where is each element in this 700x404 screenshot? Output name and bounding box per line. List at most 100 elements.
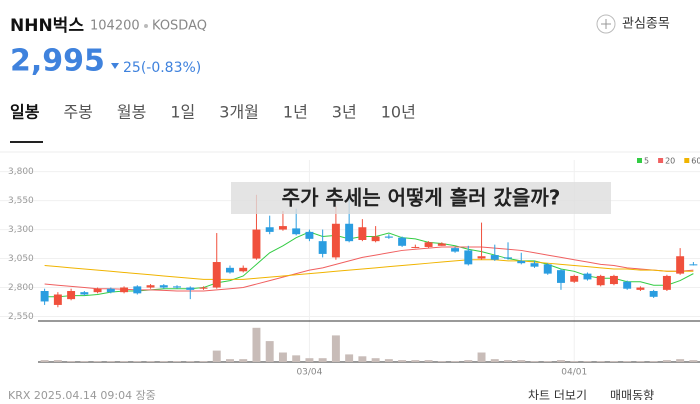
volume-bar [67,361,76,362]
volume-bar [265,341,274,362]
legend-swatch [684,158,690,163]
candle-body [345,223,354,242]
change: 25(-0.83%) [123,60,201,76]
tab[interactable]: 10년 [381,103,416,122]
y-tick-label: 3,300 [8,225,34,235]
volume-bar [543,361,552,362]
volume-bar [146,361,155,362]
annotation-bg [231,182,611,214]
candle-body [120,287,129,293]
tab[interactable]: 주봉 [63,103,92,122]
candle-body [212,262,221,288]
candle-body [490,255,499,260]
candle-body [173,286,181,288]
volume-bar [649,361,658,362]
candle-body [398,237,407,246]
stock-name: NHN벅스 [10,16,84,36]
candle-body [411,246,420,248]
volume-bar [40,360,49,362]
separator [144,24,148,28]
candle-body [543,264,552,274]
volume-bar [662,360,671,362]
watch-label[interactable]: 관심종목 [622,17,670,32]
candle-body [477,256,486,259]
volume-bar [331,335,340,362]
tab[interactable]: 3년 [332,103,357,122]
volume-bar [305,358,314,362]
volume-bar [173,361,181,362]
candle-body [557,270,565,283]
volume-bar [53,360,62,362]
candle-body [133,286,142,294]
candle-body [517,260,526,264]
volume-bar [596,361,605,362]
footer-info: KRX 2025.04.14 09:04 장중 [8,389,156,400]
volume-bar [318,358,327,362]
y-tick-label: 2,800 [8,283,34,293]
volume-bar [530,361,539,362]
candle-body [53,294,62,305]
volume-bar [424,360,433,362]
volume-bar [292,355,301,362]
ma-line [44,259,694,280]
volume-bar [398,360,407,362]
legend-swatch [658,158,664,163]
footer-link[interactable]: 차트 더보기 [528,389,587,403]
volume-bar [557,360,565,362]
volume-bar [159,361,168,362]
candle-body [278,226,287,230]
plus-icon [596,14,616,34]
volume-bar [226,359,234,362]
candle-body [93,288,102,293]
volume-bar [93,361,102,362]
tab[interactable]: 1일 [170,103,195,122]
tab[interactable]: 월봉 [117,103,146,122]
legend-label: 60 [691,157,700,166]
candle-body [689,264,698,266]
volume-bar [437,361,446,362]
candle-body [437,243,446,246]
footer-link[interactable]: 매매동향 [610,389,654,403]
volume-bar [384,359,393,362]
volume-bar [212,350,221,362]
tab[interactable]: 1년 [283,103,308,122]
legend-swatch [637,158,642,163]
candle-body [384,236,393,238]
candle-body [451,248,460,252]
candle-body [40,291,49,302]
volume-bar [583,361,592,362]
candle-body [649,291,658,297]
candle-body [371,236,380,242]
volume-bar [239,359,248,362]
candle-body [331,223,340,258]
volume-bar [252,327,261,362]
stock-code: 104200 [90,19,140,34]
candle-body [504,257,512,259]
legend-label: 5 [644,157,649,166]
price: 2,995 [10,44,105,79]
candle-body [265,227,274,232]
volume-bar [490,359,499,362]
candle-body [186,287,195,290]
candle-body [239,267,248,272]
volume-bar [120,361,129,362]
volume-bar [345,354,354,362]
y-tick-label: 3,800 [8,167,34,177]
volume-bar [80,361,89,362]
volume-bar [570,361,579,362]
tabs: 일봉 주봉 월봉 1일 3개월 1년 3년 10년 [10,103,416,122]
annotation: 주가 추세는 어떻게 흘러 갔을까? [282,186,561,210]
candle-body [252,229,261,259]
watch-button[interactable]: 관심종목 [596,14,670,34]
x-tick-label: 03/04 [296,368,322,378]
candle-body [146,285,155,288]
tab[interactable]: 일봉 [10,103,40,122]
volume-bar [358,356,367,362]
candle-body [67,291,76,300]
candle-body [596,275,605,286]
tab[interactable]: 3개월 [219,103,259,122]
market: KOSDAQ [152,19,207,34]
volume-bar [689,360,698,362]
